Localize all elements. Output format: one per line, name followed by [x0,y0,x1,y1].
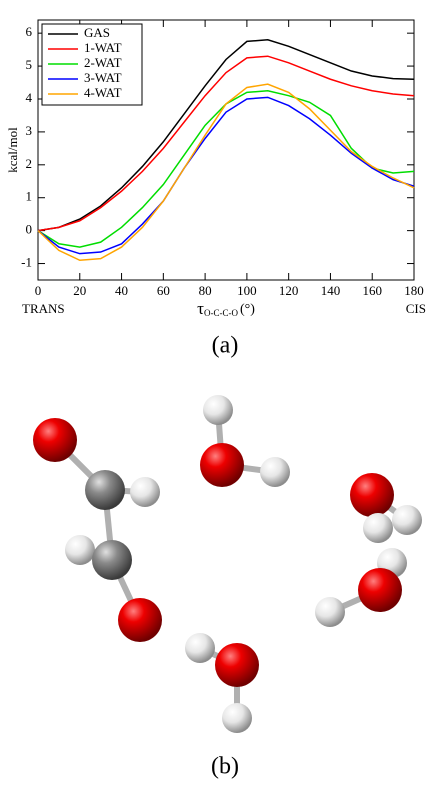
x-tick-label: 140 [321,283,341,298]
x-tick-label: 120 [279,283,299,298]
atoms [33,395,422,733]
x-tick-label: 20 [73,283,86,298]
x-tick-label: 180 [404,283,424,298]
x-tick-label: 80 [199,283,212,298]
x-axis-label-part: (°) [240,302,255,317]
molecules [33,395,422,733]
x-axis-label-part: τ [197,299,204,318]
series-line [37,38,415,232]
plot-frame [37,19,415,281]
x-tick-label: 100 [237,283,257,298]
caption: (b) [211,754,239,780]
x-end-label: CIS [406,301,426,316]
x-end-label: TRANS [22,301,65,316]
y-tick-label: 0 [26,222,33,237]
series-line [37,96,415,255]
legend-label: 4-WAT [84,85,122,100]
y-tick-label: 3 [26,123,33,138]
legend-label: 1-WAT [84,40,122,55]
x-tick-label: 60 [157,283,170,298]
caption: (a) [212,333,239,359]
x-tick-label: 0 [35,283,42,298]
y-axis-label: kcal/mol [5,127,20,173]
legend-label: 2-WAT [84,55,122,70]
legend-label: 3-WAT [84,70,122,85]
y-tick-label: 2 [26,156,33,171]
x-tick-label: 160 [362,283,382,298]
series-line [37,90,415,248]
series-line [37,55,415,232]
x-axis-label-part: O-C-C-O [204,308,238,318]
y-tick-label: -1 [21,255,32,270]
legend-label: GAS [84,25,110,40]
y-tick-label: 6 [26,24,33,39]
y-tick-label: 1 [26,189,33,204]
y-tick-label: 5 [26,57,33,72]
y-tick-label: 4 [26,90,33,105]
x-axis-label: τO-C-C-O (°) [197,299,255,318]
series-line [37,83,415,262]
x-tick-label: 40 [115,283,128,298]
